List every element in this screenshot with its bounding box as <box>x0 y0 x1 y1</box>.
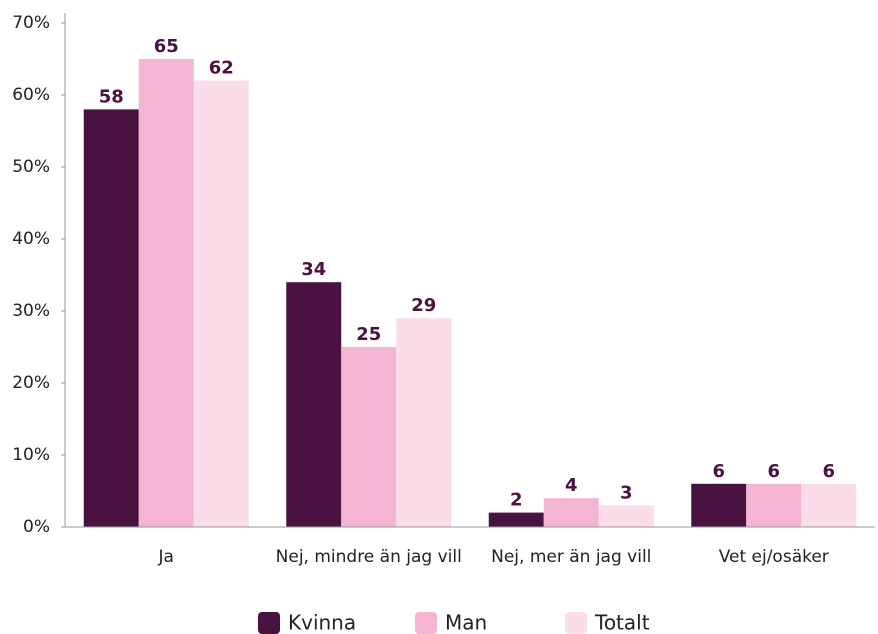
legend-label: Kvinna <box>288 611 356 634</box>
bar <box>193 80 249 527</box>
value-label: 2 <box>510 490 523 511</box>
y-tick-label: 70% <box>12 13 50 33</box>
bar <box>83 109 139 528</box>
x-tick-label: Vet ej/osäker <box>719 547 829 567</box>
bar <box>543 498 599 527</box>
value-label: 58 <box>99 86 124 107</box>
value-label: 25 <box>356 324 381 345</box>
bar <box>396 318 452 527</box>
bar <box>341 347 397 527</box>
legend-label: Man <box>445 611 487 634</box>
legend-swatch <box>415 612 437 634</box>
x-tick-label: Nej, mer än jag vill <box>491 547 651 567</box>
value-label: 6 <box>712 461 725 482</box>
y-tick-label: 0% <box>23 517 50 537</box>
value-label: 34 <box>301 259 326 280</box>
bar <box>138 59 194 527</box>
legend-label: Totalt <box>594 611 650 634</box>
y-tick-label: 60% <box>12 85 50 105</box>
value-label: 62 <box>209 58 234 79</box>
legend-swatch <box>565 612 587 634</box>
y-tick-label: 40% <box>12 229 50 249</box>
value-label: 29 <box>411 295 436 316</box>
y-tick-label: 50% <box>12 157 50 177</box>
value-label: 6 <box>767 461 780 482</box>
value-label: 4 <box>565 475 578 496</box>
legend-swatch <box>258 612 280 634</box>
bar <box>746 483 802 527</box>
x-tick-label: Ja <box>158 547 174 567</box>
value-label: 6 <box>822 461 835 482</box>
bar <box>801 483 857 527</box>
bar <box>598 505 654 527</box>
bar <box>691 483 747 527</box>
y-tick-label: 10% <box>12 445 50 465</box>
bar <box>488 512 544 527</box>
x-tick-label: Nej, mindre än jag vill <box>276 547 462 567</box>
bar <box>286 282 342 527</box>
value-label: 3 <box>620 482 633 503</box>
value-label: 65 <box>154 36 179 57</box>
y-tick-label: 30% <box>12 301 50 321</box>
y-tick-label: 20% <box>12 373 50 393</box>
